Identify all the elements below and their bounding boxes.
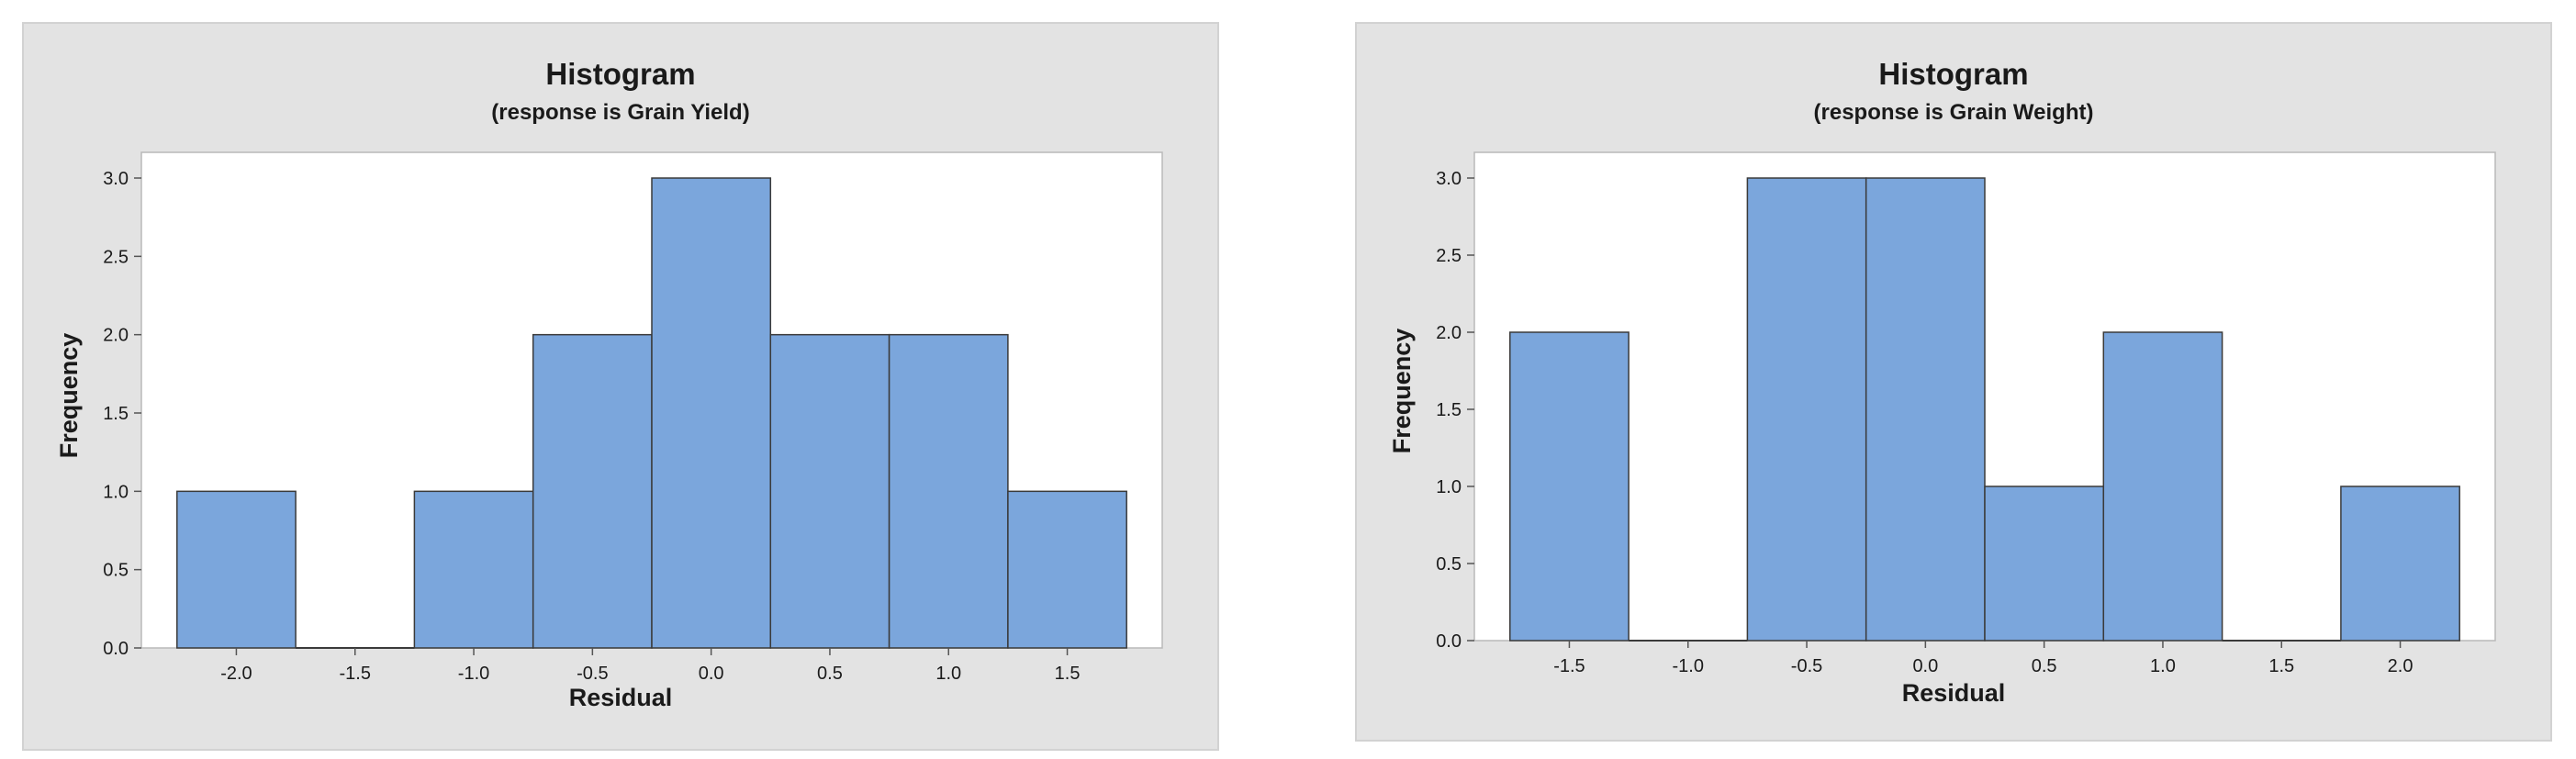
x-tick-label: -1.0 (458, 664, 489, 684)
histogram-bar (1509, 331, 1630, 642)
y-tick-label: 2.0 (1436, 323, 1462, 343)
x-tick-label: -1.0 (1673, 656, 1704, 676)
y-axis-label: Frequency (55, 333, 83, 459)
histogram-bar (651, 177, 772, 649)
y-tick-label: 0.5 (1436, 554, 1462, 575)
chart-title: Histogram (1878, 57, 2028, 91)
histogram-bar (2102, 331, 2223, 642)
x-tick-label: 0.0 (1912, 656, 1938, 676)
histogram-bar (1746, 177, 1867, 642)
histogram-chart-grain-yield: 0.0 0.5 1.0 1.5 2.0 2.5 3.0 -2.0 -1.5 -1.0 -0.5 0.0… (55, 57, 1163, 711)
histogram-chart-grain-weight: 0.0 0.5 1.0 1.5 2.0 2.5 3.0 -1.5 -1.0 -0.5 0.0 0.5 1… (1388, 57, 2496, 707)
y-tick-label: 0.5 (103, 561, 129, 581)
x-tick-label: -2.0 (220, 664, 252, 684)
plot-group: 0.0 0.5 1.0 1.5 2.0 2.5 3.0 -2.0 -1.5 -1.0 -0.5 0.0… (103, 151, 1163, 684)
x-axis-label: Residual (569, 684, 673, 711)
histogram-bar (2340, 486, 2460, 642)
y-tick-label: 1.5 (103, 404, 129, 424)
y-tick-label: 2.5 (103, 247, 129, 267)
y-tick-label: 3.0 (103, 169, 129, 189)
y-tick-label: 3.0 (1436, 169, 1462, 189)
x-tick-label: 1.5 (2268, 656, 2294, 676)
histogram-bar (1865, 177, 1986, 642)
y-tick-label: 1.0 (1436, 477, 1462, 497)
x-tick-label: 1.0 (2150, 656, 2176, 676)
x-tick-label: 0.5 (817, 664, 843, 684)
x-tick-label: 1.0 (935, 664, 961, 684)
y-tick-label: 1.5 (1436, 400, 1462, 420)
x-tick-label: 2.0 (2388, 656, 2414, 676)
x-tick-label: -1.5 (1553, 656, 1585, 676)
histogram-bar (888, 333, 1009, 649)
chart-subtitle: (response is Grain Yield) (491, 100, 749, 125)
plot-group: 0.0 0.5 1.0 1.5 2.0 2.5 3.0 -1.5 -1.0 -0.5 0.0 0.5 1… (1436, 151, 2496, 676)
chart-subtitle: (response is Grain Weight) (1814, 100, 2094, 125)
x-axis-label: Residual (1902, 679, 2006, 707)
y-tick-label: 2.5 (1436, 246, 1462, 266)
histogram-bar (1984, 486, 2105, 642)
y-tick-label: 1.0 (103, 482, 129, 502)
y-tick-label: 2.0 (103, 326, 129, 346)
histogram-bar (532, 333, 653, 649)
x-tick-label: 0.0 (699, 664, 724, 684)
x-tick-label: 0.5 (2032, 656, 2057, 676)
chart-title: Histogram (545, 57, 695, 91)
x-tick-label: -1.5 (340, 664, 371, 684)
y-tick-label: 0.0 (103, 639, 129, 659)
x-tick-label: 1.5 (1055, 664, 1081, 684)
histogram-panel-grain-weight: 0.0 0.5 1.0 1.5 2.0 2.5 3.0 -1.5 -1.0 -0.5 0.0 0.5 1… (1355, 22, 2552, 742)
x-tick-label: -0.5 (1791, 656, 1822, 676)
histogram-bar (1007, 490, 1127, 649)
histogram-bar (176, 490, 297, 649)
y-axis-label: Frequency (1388, 329, 1416, 454)
x-tick-label: -0.5 (577, 664, 608, 684)
histogram-bar (769, 333, 890, 649)
histogram-panel-grain-yield: 0.0 0.5 1.0 1.5 2.0 2.5 3.0 -2.0 -1.5 -1.0 -0.5 0.0… (22, 22, 1219, 751)
y-tick-label: 0.0 (1436, 631, 1462, 652)
histogram-bar (413, 490, 534, 649)
